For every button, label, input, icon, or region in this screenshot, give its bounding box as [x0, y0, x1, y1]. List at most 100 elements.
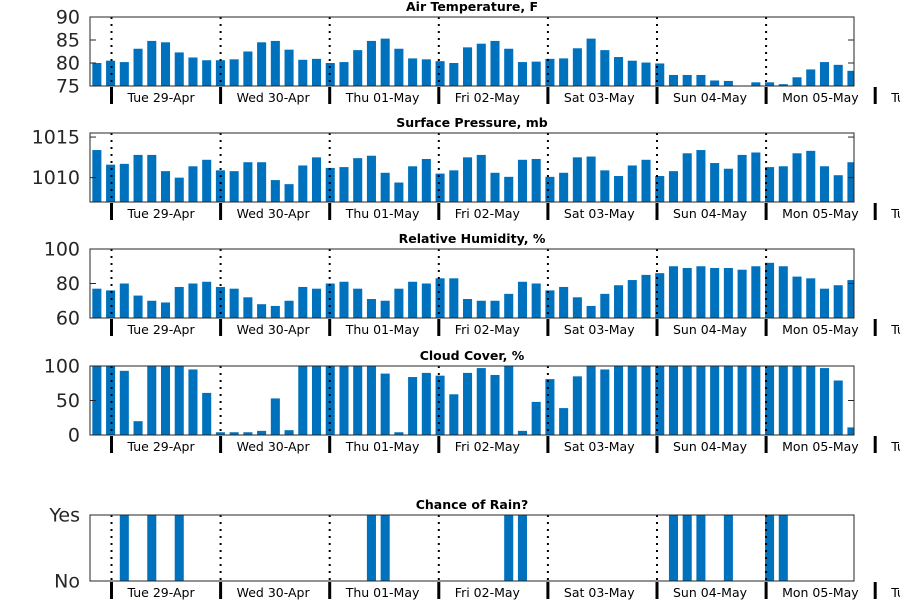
air-temperature-bar	[174, 52, 184, 86]
air-temperature-bar	[819, 62, 830, 86]
cloud-cover-bar	[463, 372, 473, 435]
chance-of-rain-bars	[119, 515, 788, 581]
cloud-cover-bar	[819, 368, 830, 435]
relative-humidity-bar	[106, 290, 116, 318]
surface-pressure-bar	[311, 157, 322, 202]
air-temperature-bar	[394, 48, 404, 86]
x-tick-label: Sat 03-May	[564, 90, 635, 105]
surface-pressure-bar	[682, 153, 692, 202]
air-temperature-bar	[627, 60, 637, 86]
air-temperature-bar	[284, 49, 294, 86]
surface-pressure-bar	[339, 167, 349, 202]
surface-pressure-bar	[696, 150, 706, 202]
x-tick-label: Sun 04-May	[673, 439, 748, 454]
relative-humidity-bar	[806, 278, 816, 318]
relative-humidity-bar	[710, 267, 720, 318]
cloud-cover-bar	[806, 366, 816, 435]
air-temperature-bar	[723, 80, 733, 86]
x-tick-label: Sat 03-May	[564, 206, 635, 221]
relative-humidity-bar	[559, 286, 569, 318]
relative-humidity-bar	[751, 266, 761, 318]
cloud-cover-bar	[229, 432, 239, 435]
cloud-cover-bar	[545, 379, 555, 435]
relative-humidity-bar	[188, 283, 198, 318]
surface-pressure-bar	[531, 158, 541, 202]
x-tick-label: Wed 30-Apr	[237, 322, 311, 337]
air-temperature-bar	[380, 38, 390, 86]
air-temperature-bar	[696, 74, 706, 86]
cloud-cover-bar	[325, 366, 335, 435]
relative-humidity-panel: Relative Humidity, % 60 80 100 Tue 29-Apr Wed…	[44, 231, 900, 337]
x-tick-label: Tu	[890, 90, 900, 105]
surface-pressure-bar	[792, 153, 802, 202]
y-tick-label: 80	[56, 53, 80, 75]
y-tick-label: 1015	[32, 127, 80, 149]
air-temperature-bar	[517, 62, 527, 86]
cloud-cover-bar	[394, 432, 404, 435]
cloud-cover-bar	[270, 398, 280, 435]
relative-humidity-bar	[394, 288, 404, 318]
air-temperature-bar	[353, 50, 363, 86]
x-tick-label: Thu 01-May	[345, 90, 420, 105]
cloud-cover-bar	[298, 366, 308, 435]
air-temperature-bar	[188, 57, 198, 86]
air-temperature-bar	[202, 60, 212, 86]
surface-pressure-axes-box	[89, 132, 855, 203]
cloud-cover-bar	[504, 366, 514, 435]
air-temperature-bar	[119, 62, 129, 86]
relative-humidity-bar	[586, 305, 596, 318]
cloud-cover-bar	[339, 366, 349, 435]
air-temperature-bar	[600, 50, 610, 86]
x-tick-label: Sun 04-May	[673, 322, 748, 337]
x-tick-label: Wed 30-Apr	[237, 90, 311, 105]
relative-humidity-bar	[160, 302, 171, 318]
air-temperature-bar	[435, 61, 445, 86]
relative-humidity-bar	[476, 300, 486, 318]
x-tick-label: Sun 04-May	[673, 90, 748, 105]
surface-pressure-bars	[92, 150, 854, 202]
cloud-cover-bar	[490, 374, 500, 435]
relative-humidity-bar	[614, 285, 624, 318]
relative-humidity-bar	[380, 300, 390, 318]
surface-pressure-bar	[160, 171, 171, 202]
cloud-cover-bar	[765, 366, 775, 435]
surface-pressure-bar	[174, 177, 184, 202]
chance-of-rain-bar	[723, 515, 733, 581]
air-temperature-bar	[586, 38, 596, 86]
x-tick-label: Tu	[890, 206, 900, 221]
y-tick-label: 85	[56, 30, 80, 52]
x-tick-label: Mon 05-May	[782, 322, 859, 337]
cloud-cover-bars	[92, 366, 854, 435]
cloud-cover-bar	[737, 366, 747, 435]
relative-humidity-bar	[449, 278, 459, 318]
air-temperature-bar	[531, 61, 541, 86]
air-temperature-bar	[270, 40, 280, 86]
chance-of-rain-bar	[147, 515, 157, 581]
x-tick-label: Thu 01-May	[345, 322, 420, 337]
air-temperature-bar	[257, 42, 267, 86]
surface-pressure-bar	[119, 163, 129, 202]
relative-humidity-bar	[435, 278, 445, 318]
relative-humidity-bar	[325, 283, 335, 318]
air-temperature-bar	[243, 51, 253, 86]
surface-pressure-bar	[353, 158, 363, 202]
surface-pressure-bar	[476, 154, 486, 202]
x-tick-label: Thu 01-May	[345, 585, 420, 600]
relative-humidity-bar	[778, 266, 788, 318]
cloud-cover-bar	[106, 366, 116, 435]
cloud-cover-bar	[243, 432, 253, 435]
x-tick-label: Tue 29-Apr	[127, 206, 196, 221]
relative-humidity-bar	[339, 281, 349, 318]
cloud-cover-bar	[641, 366, 651, 435]
x-tick-label: Sat 03-May	[564, 322, 635, 337]
relative-humidity-bar	[215, 286, 225, 318]
air-temperature-bar	[847, 70, 854, 86]
relative-humidity-bar	[545, 290, 555, 318]
cloud-cover-bar	[847, 427, 854, 435]
y-tick-label: 60	[56, 308, 80, 330]
relative-humidity-bar	[641, 274, 651, 318]
cloud-cover-bar	[92, 366, 102, 435]
relative-humidity-bar	[133, 295, 143, 318]
cloud-cover-bar	[668, 366, 678, 435]
surface-pressure-bar	[284, 184, 294, 202]
